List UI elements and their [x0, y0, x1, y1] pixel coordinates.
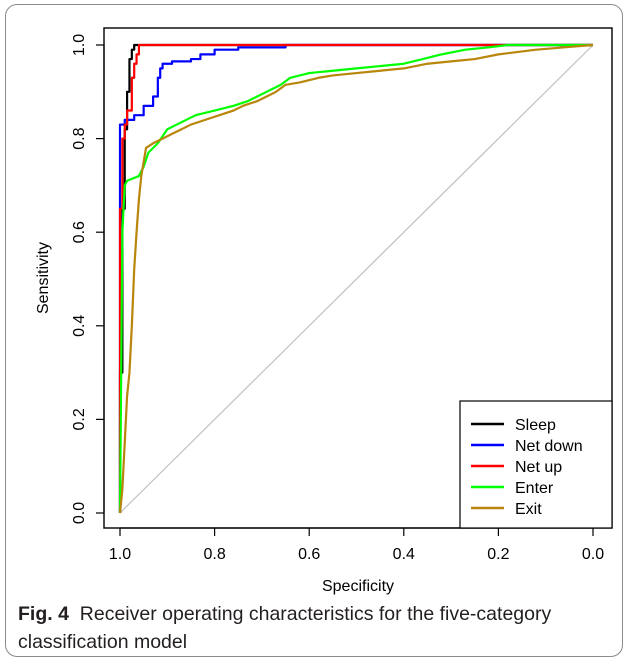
- series-line-net-down: [118, 43, 593, 513]
- y-tick-label: 0.8: [71, 127, 88, 149]
- diagonal-reference-line: [119, 44, 594, 514]
- figure-caption: Fig. 4 Receiver operating characteristic…: [18, 600, 608, 656]
- legend-label: Enter: [515, 480, 554, 497]
- y-tick-label: 0.0: [71, 502, 88, 524]
- legend-label: Exit: [515, 501, 542, 518]
- roc-chart: 1.0 0.8 0.6 0.4 0.2 0.0 0.0 0.2 0.4 0.6 0.8 1.0 Sp…: [35, 27, 613, 595]
- x-tick-label: 0.6: [298, 546, 320, 563]
- legend: Sleep Net down Net up Enter Exit: [459, 400, 613, 529]
- x-tick-label: 0.8: [203, 546, 225, 563]
- y-tick-label: 0.4: [71, 315, 88, 337]
- reference-line-layer: [119, 44, 594, 514]
- x-tick-label: 1.0: [109, 546, 131, 563]
- legend-label: Net down: [515, 438, 583, 455]
- legend-label: Net up: [515, 459, 562, 476]
- series-line-exit: [118, 43, 594, 514]
- series-line-net-up: [118, 43, 593, 513]
- y-tick-label: 0.2: [71, 408, 88, 430]
- y-tick-label: 1.0: [71, 34, 88, 56]
- y-tick-label: 0.6: [71, 221, 88, 243]
- legend-label: Sleep: [515, 417, 556, 434]
- x-tick-label: 0.0: [582, 546, 604, 563]
- y-axis-label: Sensitivity: [35, 242, 52, 314]
- x-axis: 1.0 0.8 0.6 0.4 0.2 0.0: [109, 527, 604, 563]
- figure-label: Fig. 4: [18, 603, 69, 625]
- x-tick-label: 0.2: [487, 546, 509, 563]
- y-axis: 0.0 0.2 0.4 0.6 0.8 1.0: [71, 34, 105, 524]
- figure-card: [5, 4, 623, 657]
- series-layer: [118, 43, 594, 514]
- figure-caption-text: Receiver operating characteristics for t…: [18, 603, 552, 653]
- x-axis-label: Specificity: [322, 578, 394, 595]
- x-tick-label: 0.4: [393, 546, 415, 563]
